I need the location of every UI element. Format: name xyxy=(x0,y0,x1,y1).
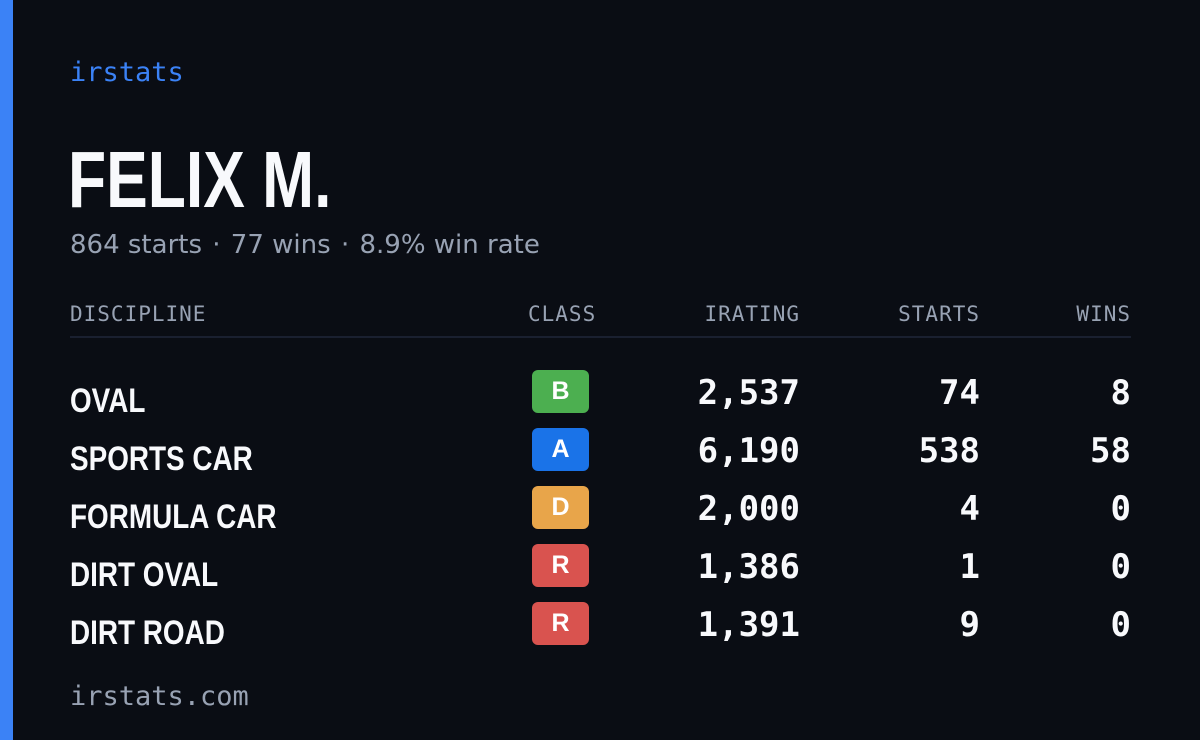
table-row: DIRT ROAD R 1,391 9 0 xyxy=(70,602,1131,660)
wins-value: 0 xyxy=(1110,605,1131,645)
discipline-name: OVAL xyxy=(70,382,146,420)
brand-logo-text[interactable]: irstats xyxy=(70,57,184,88)
table-row: FORMULA CAR D 2,000 4 0 xyxy=(70,486,1131,544)
wins-value: 8 xyxy=(1110,373,1131,413)
total-wins: 77 wins xyxy=(230,230,331,260)
header-discipline: DISCIPLINE xyxy=(70,302,207,326)
starts-value: 4 xyxy=(959,489,980,529)
irating-value: 1,391 xyxy=(697,605,800,645)
class-badge: B xyxy=(532,370,589,413)
discipline-name: FORMULA CAR xyxy=(70,498,277,536)
starts-value: 74 xyxy=(939,373,980,413)
wins-value: 58 xyxy=(1090,431,1131,471)
driver-summary: 864 starts · 77 wins · 8.9% win rate xyxy=(70,228,540,262)
table-body: OVAL B 2,537 74 8 SPORTS CAR A 6,190 538… xyxy=(70,338,1131,660)
table-row: OVAL B 2,537 74 8 xyxy=(70,370,1131,428)
irating-value: 2,000 xyxy=(697,489,800,529)
header-class: CLASS xyxy=(528,302,597,326)
table-row: DIRT OVAL R 1,386 1 0 xyxy=(70,544,1131,602)
starts-value: 1 xyxy=(959,547,980,587)
separator-dot: · xyxy=(340,230,350,260)
separator-dot: · xyxy=(212,230,221,260)
irating-value: 1,386 xyxy=(697,547,800,587)
header-starts: STARTS xyxy=(898,302,980,326)
starts-value: 9 xyxy=(959,605,980,645)
footer-url[interactable]: irstats.com xyxy=(70,681,249,712)
irating-value: 2,537 xyxy=(697,373,800,413)
header-wins: WINS xyxy=(1076,302,1131,326)
class-badge: R xyxy=(532,544,589,587)
driver-name: FELIX M. xyxy=(68,135,332,224)
header-irating: IRATING xyxy=(704,302,800,326)
win-rate: 8.9% win rate xyxy=(359,230,540,260)
starts-value: 538 xyxy=(918,431,980,471)
accent-bar xyxy=(0,0,13,740)
wins-value: 0 xyxy=(1110,547,1131,587)
class-badge: R xyxy=(532,602,589,645)
class-badge: D xyxy=(532,486,589,529)
wins-value: 0 xyxy=(1110,489,1131,529)
table-header: DISCIPLINE CLASS IRATING STARTS WINS xyxy=(70,296,1131,338)
total-starts: 864 starts xyxy=(70,230,202,260)
discipline-table: DISCIPLINE CLASS IRATING STARTS WINS OVA… xyxy=(70,296,1131,660)
irating-value: 6,190 xyxy=(697,431,800,471)
class-badge: A xyxy=(532,428,589,471)
table-row: SPORTS CAR A 6,190 538 58 xyxy=(70,428,1131,486)
discipline-name: DIRT OVAL xyxy=(70,556,219,594)
discipline-name: SPORTS CAR xyxy=(70,440,253,478)
discipline-name: DIRT ROAD xyxy=(70,614,225,652)
